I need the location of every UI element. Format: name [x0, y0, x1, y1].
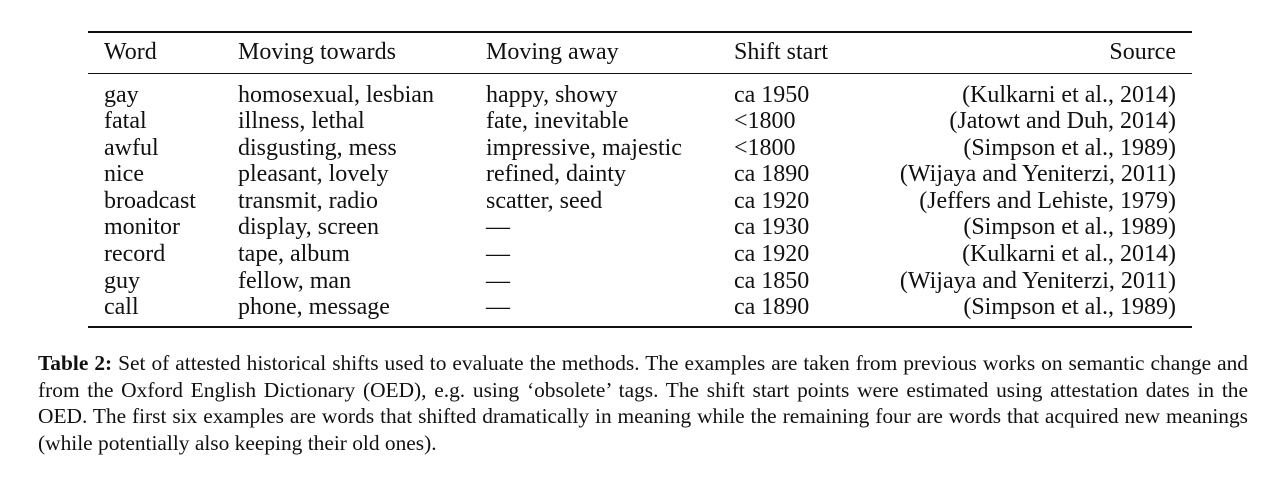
cell-source: (Wijaya and Yeniterzi, 2011) [899, 161, 1176, 188]
cell-moving-towards: tape, album [238, 241, 350, 268]
cell-moving-away: — [486, 241, 510, 268]
table-body: gay homosexual, lesbian happy, showy ca 195… [88, 73, 1192, 327]
table-row: monitor display, screen — ca 1930 (Simpson e… [88, 214, 1192, 241]
table-row: record tape, album — ca 1920 (Kulkarni et al… [88, 241, 1192, 268]
cell-word: record [104, 241, 166, 268]
table-row: broadcast transmit, radio scatter, seed ca … [88, 188, 1192, 215]
header-source: Source [1109, 39, 1176, 66]
cell-source: (Simpson et al., 1989) [963, 134, 1176, 161]
table-row: gay homosexual, lesbian happy, showy ca 195… [88, 73, 1192, 108]
cell-source: (Wijaya and Yeniterzi, 2011) [899, 267, 1176, 294]
cell-moving-away: — [486, 294, 510, 321]
cell-moving-towards: fellow, man [238, 267, 352, 294]
cell-shift-start: ca 1930 [734, 214, 810, 241]
table-header: Word Moving towards Moving away Shift st… [88, 32, 1192, 73]
cell-moving-away: refined, dainty [486, 161, 626, 188]
header-word: Word [104, 39, 157, 66]
cell-moving-away: scatter, seed [486, 187, 603, 214]
header-moving-towards: Moving towards [238, 39, 396, 66]
cell-moving-towards: display, screen [238, 214, 380, 241]
cell-word: guy [104, 267, 140, 294]
cell-moving-away: impressive, majestic [486, 134, 682, 161]
cell-moving-away: happy, showy [486, 81, 618, 108]
cell-source: (Jeffers and Lehiste, 1979) [919, 187, 1176, 214]
cell-word: gay [104, 81, 139, 108]
cell-shift-start: ca 1920 [734, 187, 810, 214]
header-moving-away: Moving away [486, 39, 619, 66]
shifts-table: Word Moving towards Moving away Shift st… [88, 31, 1192, 328]
cell-shift-start: ca 1950 [734, 81, 810, 108]
table-row: awful disgusting, mess impressive, majesti… [88, 135, 1192, 162]
caption-text: Set of attested historical shifts used t… [38, 351, 1248, 456]
cell-source: (Simpson et al., 1989) [963, 294, 1176, 321]
shifts-table-container: Word Moving towards Moving away Shift st… [88, 31, 1192, 328]
header-row: Word Moving towards Moving away Shift st… [88, 32, 1192, 73]
cell-word: nice [104, 161, 144, 188]
cell-moving-away: — [486, 267, 510, 294]
cell-source: (Kulkarni et al., 2014) [962, 81, 1176, 108]
cell-moving-towards: illness, lethal [238, 108, 365, 135]
table-row: fatal illness, lethal fate, inevitable <180… [88, 108, 1192, 135]
cell-shift-start: <1800 [734, 108, 796, 135]
cell-source: (Simpson et al., 1989) [963, 214, 1176, 241]
cell-word: call [104, 294, 139, 321]
cell-source: (Kulkarni et al., 2014) [962, 241, 1176, 268]
cell-moving-away: — [486, 214, 510, 241]
table-caption: Table 2: Set of attested historical shif… [38, 350, 1248, 457]
cell-moving-towards: pleasant, lovely [238, 161, 389, 188]
table-row: call phone, message — ca 1890 (Simpson et al… [88, 294, 1192, 327]
table-row: guy fellow, man — ca 1850 (Wijaya and Yenite… [88, 268, 1192, 295]
cell-word: broadcast [104, 187, 196, 214]
cell-word: monitor [104, 214, 180, 241]
cell-moving-away: fate, inevitable [486, 108, 629, 135]
cell-shift-start: ca 1850 [734, 267, 810, 294]
cell-shift-start: ca 1890 [734, 161, 810, 188]
cell-shift-start: <1800 [734, 134, 796, 161]
cell-moving-towards: transmit, radio [238, 187, 378, 214]
cell-moving-towards: phone, message [238, 294, 390, 321]
table-row: nice pleasant, lovely refined, dainty ca 18… [88, 161, 1192, 188]
header-shift-start: Shift start [734, 39, 828, 66]
cell-moving-towards: homosexual, lesbian [238, 81, 434, 108]
cell-shift-start: ca 1920 [734, 241, 810, 268]
caption-label: Table 2: [38, 351, 113, 375]
cell-word: awful [104, 134, 159, 161]
cell-word: fatal [104, 108, 147, 135]
cell-shift-start: ca 1890 [734, 294, 810, 321]
cell-source: (Jatowt and Duh, 2014) [949, 108, 1176, 135]
cell-moving-towards: disgusting, mess [238, 134, 397, 161]
